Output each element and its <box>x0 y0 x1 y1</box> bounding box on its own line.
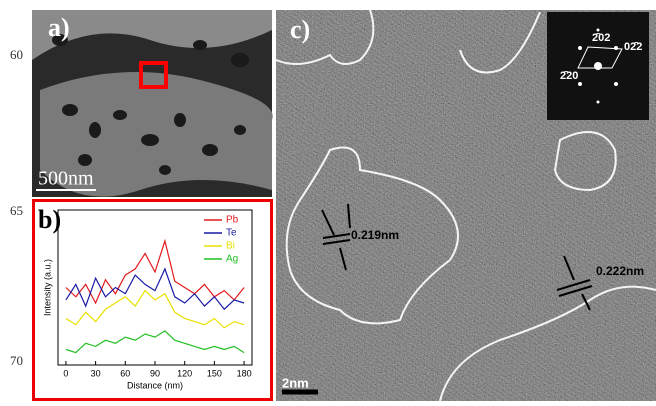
x-tick-label: 180 <box>237 368 252 378</box>
figure: 60 65 70 a) 500nm b) 0306090120150180Dis… <box>0 0 656 401</box>
x-tick-label: 90 <box>150 368 160 378</box>
legend-label: Pb <box>226 215 239 226</box>
panel-a: a) 500nm <box>32 10 273 197</box>
legend-label: Bi <box>226 241 235 252</box>
inset-label: 2̄20 <box>560 70 578 82</box>
x-tick-label: 0 <box>63 368 68 378</box>
annotation: 0.219nm <box>351 228 399 242</box>
y-axis-label: Intensity (a.u.) <box>42 259 52 316</box>
panel-label: c) <box>290 15 310 44</box>
x-tick-label: 120 <box>177 368 192 378</box>
page: {"margin_numbers": ["60", "65", "70"], "… <box>0 0 656 401</box>
margin-number: 70 <box>10 353 23 368</box>
x-tick-label: 30 <box>91 368 101 378</box>
legend-label: Te <box>226 228 237 239</box>
annotation: 0.222nm <box>596 264 644 278</box>
scale-bar-label: 2nm <box>282 375 309 390</box>
scale-bar-label: 500nm <box>38 168 94 190</box>
inset-label: 02̄2 <box>624 41 642 53</box>
x-axis-label: Distance (nm) <box>127 380 183 390</box>
inset-label: 2̄02 <box>592 32 610 44</box>
x-tick-label: 60 <box>120 368 130 378</box>
margin-number: 60 <box>10 47 23 62</box>
panel-label: a) <box>48 13 70 42</box>
margin-number: 65 <box>10 203 23 218</box>
panel-c: 2̄02 02̄2 2̄20 0.219nm 0.222nm c) 2nm <box>276 10 656 401</box>
legend-label: Ag <box>226 254 238 265</box>
x-tick-label: 150 <box>207 368 222 378</box>
